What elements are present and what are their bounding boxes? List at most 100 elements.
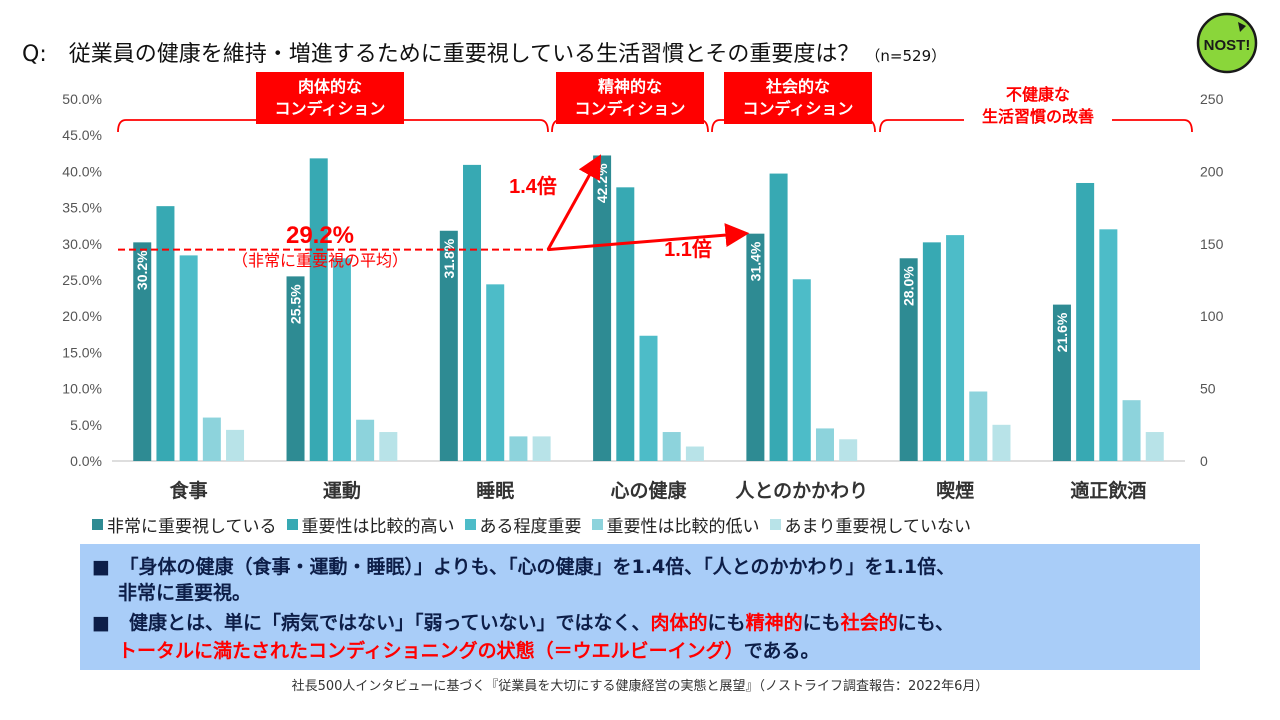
y-tick-right: 200 — [1200, 163, 1224, 179]
y-tick-left: 5.0% — [70, 417, 102, 433]
bar — [1145, 432, 1164, 461]
y-tick-left: 0.0% — [70, 453, 102, 469]
legend-swatch — [464, 519, 476, 530]
category-labels: 食事 運動 睡眠 心の健康 人とのかかわり 喫煙 適正飲酒 — [170, 479, 1147, 502]
y-tick-left: 40.0% — [62, 163, 102, 179]
bar — [332, 258, 351, 461]
bar — [356, 419, 375, 461]
question-text: Q: 従業員の健康を維持・増進するために重要視している生活習慣とその重要度は？ — [22, 42, 860, 67]
data-label: 31.4% — [747, 241, 763, 281]
y-tick-right: 100 — [1200, 308, 1224, 324]
legend-item: あまり重要視していない — [769, 512, 972, 537]
y-tick-left: 15.0% — [62, 344, 102, 360]
bar — [133, 242, 152, 461]
y-tick-left: 25.0% — [62, 272, 102, 288]
bar — [379, 432, 398, 461]
data-label: 42.2% — [594, 163, 610, 203]
bar — [439, 230, 458, 461]
average-label: （非常に重要視の平均） — [232, 251, 408, 270]
chart-legend: 非常に重要視している 重要性は比較的高い ある程度重要 重要性は比較的低い あまり重要視… — [92, 512, 1192, 537]
y-tick-left: 30.0% — [62, 236, 102, 252]
legend-item: ある程度重要 — [464, 512, 582, 537]
group-badge-physical: 肉体的な コンディション — [256, 72, 404, 124]
bar — [226, 429, 245, 461]
y-tick-right: 0 — [1200, 453, 1208, 469]
bars — [133, 155, 1164, 462]
legend-swatch — [92, 519, 103, 530]
y-tick-left: 20.0% — [62, 308, 102, 324]
y-tick-left: 50.0% — [62, 91, 102, 107]
category-label: 喫煙 — [936, 479, 974, 502]
page-title: Q: 従業員の健康を維持・増進するために重要視している生活習慣とその重要度は？ （… — [22, 36, 946, 68]
bar — [792, 279, 811, 461]
bar — [769, 173, 788, 461]
legend-label: ある程度重要 — [479, 517, 582, 537]
y-axis-right: 0 50 100 150 200 250 — [1200, 91, 1224, 469]
category-label: 適正飲酒 — [1070, 479, 1146, 502]
bar — [746, 233, 765, 461]
legend-item: 非常に重要視している — [92, 512, 277, 537]
legend-swatch — [769, 519, 781, 530]
data-label: 31.8% — [441, 238, 457, 278]
legend-label: 非常に重要視している — [107, 517, 277, 537]
y-tick-left: 35.0% — [62, 200, 102, 216]
bar — [309, 158, 328, 462]
bar — [532, 436, 551, 461]
data-label: 30.2% — [134, 250, 150, 290]
legend-swatch — [591, 519, 603, 530]
bar — [156, 206, 175, 461]
sample-size: （n=529） — [865, 47, 947, 65]
bar — [179, 255, 198, 461]
data-label: 25.5% — [288, 284, 304, 324]
bar-labels: 30.2% 25.5% 31.8% 42.2% 31.4% 28.0% 21.6% — [134, 163, 1070, 352]
legend-item: 重要性は比較的高い — [286, 512, 455, 537]
legend-swatch — [286, 519, 298, 530]
bar — [1076, 182, 1095, 461]
nost-logo: NOST! — [1196, 12, 1258, 74]
summary-bullet-2: ■ 健康とは、単に「病気ではない」「弱っていない」ではなく、肉体的にも精神的にも… — [92, 612, 955, 634]
arrow-mental — [546, 154, 602, 251]
ratio-mental-label: 1.4倍 — [509, 174, 557, 198]
bar — [616, 187, 635, 461]
bar — [463, 164, 482, 461]
source-note: 社長500人インタビューに基づく『従業員を大切にする健康経営の実態と展望』（ノス… — [291, 679, 989, 694]
category-label: 睡眠 — [476, 480, 514, 502]
annotations: 29.2% （非常に重要視の平均） 1.4倍 1.1倍 — [118, 154, 750, 270]
summary-bullet-2-cont: トータルに満たされたコンディショニングの状態（＝ウエルビーイング）である。 — [118, 640, 820, 662]
bar — [202, 417, 221, 461]
bar — [992, 424, 1011, 461]
summary-bullet-1-cont: 非常に重要視。 — [118, 582, 252, 604]
bar — [899, 258, 918, 461]
data-label: 28.0% — [901, 266, 917, 306]
bar — [685, 446, 704, 461]
legend-label: 重要性は比較的高い — [301, 517, 455, 537]
bar — [946, 235, 965, 461]
bar — [815, 428, 834, 461]
legend-label: 重要性は比較的低い — [606, 517, 760, 537]
y-tick-right: 50 — [1200, 381, 1216, 397]
legend-label: あまり重要視していない — [784, 517, 972, 537]
bar — [969, 391, 988, 461]
category-label: 心の健康 — [610, 479, 687, 502]
bar — [509, 436, 528, 461]
average-value: 29.2% — [286, 222, 354, 249]
group-badge-mental: 精神的な コンディション — [556, 72, 704, 124]
bar — [1122, 400, 1141, 461]
bar — [486, 284, 505, 461]
data-label: 21.6% — [1054, 312, 1070, 352]
group-badge-social: 社会的な コンディション — [724, 72, 872, 124]
bar — [639, 335, 658, 461]
category-label: 運動 — [323, 480, 361, 502]
bar — [1052, 304, 1071, 461]
y-tick-right: 250 — [1200, 91, 1224, 107]
y-tick-right: 150 — [1200, 236, 1224, 252]
y-tick-left: 45.0% — [62, 127, 102, 143]
group-label-lifestyle: 不健康な 生活習慣の改善 — [964, 84, 1112, 128]
bar — [286, 276, 305, 461]
bar — [662, 432, 681, 461]
bar — [593, 155, 612, 462]
ratio-social-label: 1.1倍 — [664, 237, 712, 261]
summary-bullet-1: ■ 「身体の健康（食事・運動・睡眠）」よりも、「心の健康」を1.4倍、「人とのか… — [92, 556, 956, 578]
category-label: 食事 — [170, 479, 208, 502]
bar — [922, 242, 941, 461]
